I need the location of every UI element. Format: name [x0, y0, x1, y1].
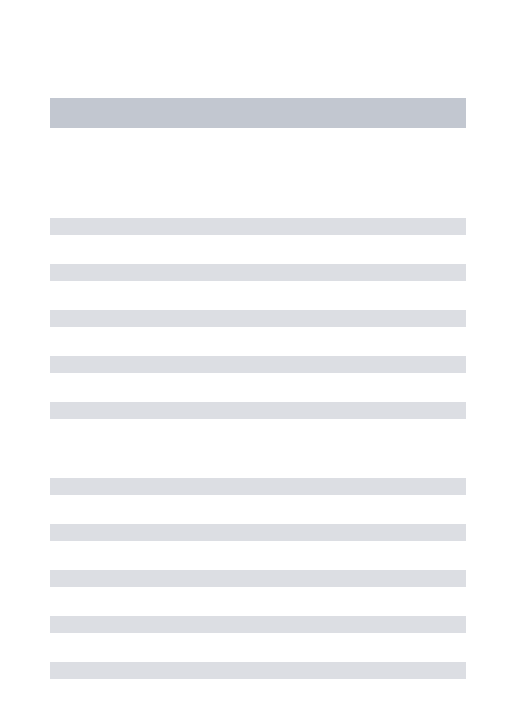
- header-placeholder-bar: [50, 98, 466, 128]
- text-placeholder-line: [50, 310, 466, 327]
- text-placeholder-line: [50, 356, 466, 373]
- text-placeholder-line: [50, 264, 466, 281]
- text-placeholder-line: [50, 218, 466, 235]
- text-placeholder-line: [50, 402, 466, 419]
- text-placeholder-line: [50, 570, 466, 587]
- text-placeholder-line: [50, 662, 466, 679]
- text-placeholder-line: [50, 616, 466, 633]
- text-placeholder-line: [50, 524, 466, 541]
- text-placeholder-line: [50, 478, 466, 495]
